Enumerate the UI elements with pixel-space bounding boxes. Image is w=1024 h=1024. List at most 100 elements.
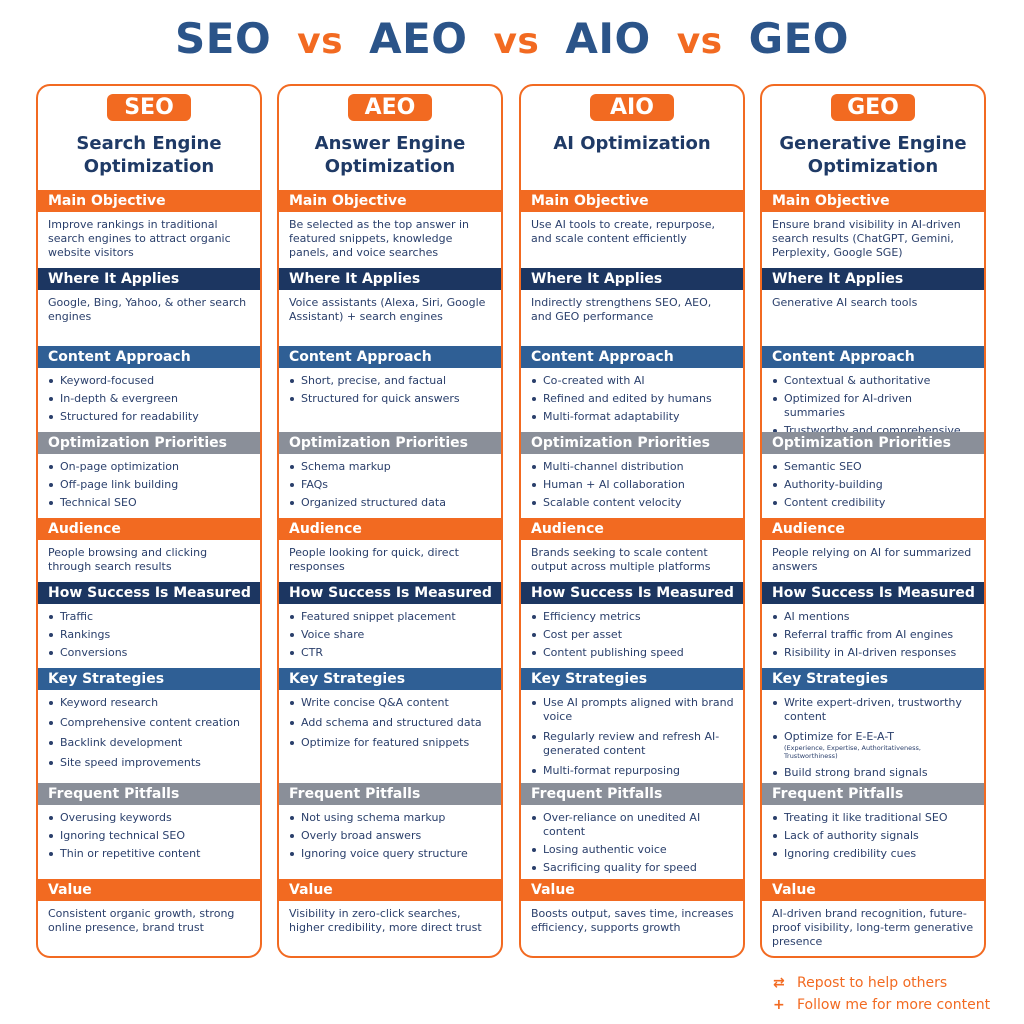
section-header: Key Strategies xyxy=(38,668,260,690)
list-item: Content credibility xyxy=(772,496,976,510)
list-item-text: Voice share xyxy=(301,628,365,641)
bullet-list: Co-created with AI Refined and edited by … xyxy=(531,374,735,424)
list-item-text: Treating it like traditional SEO xyxy=(784,811,948,824)
list-item-text: Ignoring credibility cues xyxy=(784,847,917,860)
list-item-text: Rankings xyxy=(60,628,111,641)
list-item-text: AI mentions xyxy=(784,610,850,623)
list-item: Ignoring voice query structure xyxy=(289,847,493,861)
section-header: Optimization Priorities xyxy=(38,432,260,454)
list-item: Technical SEO xyxy=(48,496,252,510)
list-item-text: Site speed improvements xyxy=(60,756,201,769)
section-text: Ensure brand visibility in AI-driven sea… xyxy=(772,218,961,259)
list-item: FAQs xyxy=(289,478,493,492)
list-item-text: Human + AI collaboration xyxy=(543,478,685,491)
list-item-text: Multi-format adaptability xyxy=(543,410,680,423)
section-header: Frequent Pitfalls xyxy=(762,783,984,805)
list-item-text: Scalable content velocity xyxy=(543,496,682,509)
list-item-text: Conversions xyxy=(60,646,128,659)
section-text: Consistent organic growth, strong online… xyxy=(48,907,235,934)
bullet-list: Use AI prompts aligned with brand voice R… xyxy=(531,696,735,778)
list-item-text: Build strong brand signals xyxy=(784,766,928,779)
card-badge: GEO xyxy=(831,94,915,121)
section-header: Audience xyxy=(762,518,984,540)
list-item-text: Overusing keywords xyxy=(60,811,172,824)
bullet-list: Multi-channel distribution Human + AI col… xyxy=(531,460,735,510)
repost-link[interactable]: ⇄ Repost to help others xyxy=(773,972,990,994)
list-item: Off-page link building xyxy=(48,478,252,492)
bullet-list: On-page optimization Off-page link buildi… xyxy=(48,460,252,510)
bullet-list: Schema markup FAQs Organized structured da… xyxy=(289,460,493,510)
list-item: Sacrificing quality for speed xyxy=(531,861,735,875)
section-body: Contextual & authoritative Optimized for … xyxy=(762,368,984,437)
title-geo: GEO xyxy=(748,14,849,63)
list-item-text: Ignoring voice query structure xyxy=(301,847,468,860)
follow-link[interactable]: + Follow me for more content xyxy=(773,994,990,1016)
list-item: Add schema and structured data xyxy=(289,716,493,730)
list-item: Optimize for featured snippets xyxy=(289,736,493,750)
bullet-list: Over-reliance on unedited AI content Losi… xyxy=(531,811,735,875)
section-body: Visibility in zero-click searches, highe… xyxy=(279,901,501,956)
section-body: Featured snippet placement Voice share CTR xyxy=(279,604,501,668)
list-item: Organized structured data xyxy=(289,496,493,510)
list-item: Featured snippet placement xyxy=(289,610,493,624)
list-item-text: Semantic SEO xyxy=(784,460,862,473)
list-item-text: Cost per asset xyxy=(543,628,623,641)
section-header: Content Approach xyxy=(279,346,501,368)
section-header: Where It Applies xyxy=(38,268,260,290)
list-item-text: Efficiency metrics xyxy=(543,610,641,623)
title-seo: SEO xyxy=(175,14,272,63)
section-header: Audience xyxy=(279,518,501,540)
list-item-text: Write concise Q&A content xyxy=(301,696,449,709)
plus-icon: + xyxy=(773,997,785,1013)
list-item-text: Add schema and structured data xyxy=(301,716,482,729)
section-header: Where It Applies xyxy=(279,268,501,290)
list-item-text: Schema markup xyxy=(301,460,391,473)
title-vs: vs xyxy=(676,21,723,62)
bullet-list: Contextual & authoritative Optimized for … xyxy=(772,374,976,438)
list-item-text: Use AI prompts aligned with brand voice xyxy=(543,696,734,723)
bullet-list: Write expert-driven, trustworthy content… xyxy=(772,696,976,780)
list-item-text: Lack of authority signals xyxy=(784,829,919,842)
section-header: Main Objective xyxy=(762,190,984,212)
list-item: Multi-format repurposing xyxy=(531,764,735,778)
title-aeo: AEO xyxy=(369,14,468,63)
list-item: Cost per asset xyxy=(531,628,735,642)
list-item-text: Technical SEO xyxy=(60,496,137,509)
section-header: Frequent Pitfalls xyxy=(38,783,260,805)
section-text: Boosts output, saves time, increases eff… xyxy=(531,907,734,934)
list-item: Structured for readability xyxy=(48,410,252,424)
list-item: Efficiency metrics xyxy=(531,610,735,624)
section-header: Value xyxy=(279,879,501,901)
list-item: Semantic SEO xyxy=(772,460,976,474)
list-item: Site speed improvements xyxy=(48,756,252,770)
list-item: CTR xyxy=(289,646,493,660)
list-item-text: Short, precise, and factual xyxy=(301,374,447,387)
bullet-list: Overusing keywords Ignoring technical SEO… xyxy=(48,811,252,861)
list-item: In-depth & evergreen xyxy=(48,392,252,406)
section-body: Improve rankings in traditional search e… xyxy=(38,212,260,268)
card-seo: SEO Search Engine Optimization Main Object… xyxy=(36,84,262,958)
bullet-list: Treating it like traditional SEO Lack of … xyxy=(772,811,976,861)
bullet-list: Short, precise, and factual Structured fo… xyxy=(289,374,493,406)
section-body: Efficiency metrics Cost per asset Content … xyxy=(521,604,743,668)
list-item-text: Off-page link building xyxy=(60,478,179,491)
list-item-text: Optimize for featured snippets xyxy=(301,736,470,749)
list-item: Voice share xyxy=(289,628,493,642)
list-item-text: Ignoring technical SEO xyxy=(60,829,186,842)
list-item-text: CTR xyxy=(301,646,324,659)
section-body: Brands seeking to scale content output a… xyxy=(521,540,743,582)
list-item-text: Multi-format repurposing xyxy=(543,764,681,777)
section-header: Value xyxy=(521,879,743,901)
list-item-text: Risibility in AI-driven responses xyxy=(784,646,957,659)
section-body: Schema markup FAQs Organized structured da… xyxy=(279,454,501,518)
section-header: Key Strategies xyxy=(762,668,984,690)
section-text: Indirectly strengthens SEO, AEO, and GEO… xyxy=(531,296,712,323)
section-header: Value xyxy=(38,879,260,901)
repost-label: Repost to help others xyxy=(797,975,948,991)
list-item-text: Content publishing speed xyxy=(543,646,684,659)
section-body: Not using schema markup Overly broad answ… xyxy=(279,805,501,879)
bullet-list: Semantic SEO Authority-building Content cr… xyxy=(772,460,976,510)
list-item: Referral traffic from AI engines xyxy=(772,628,976,642)
section-header: Frequent Pitfalls xyxy=(279,783,501,805)
list-item: Write concise Q&A content xyxy=(289,696,493,710)
